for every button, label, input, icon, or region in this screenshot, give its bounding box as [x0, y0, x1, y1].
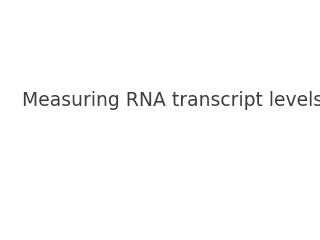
Text: Measuring RNA transcript levels: Measuring RNA transcript levels: [22, 91, 320, 110]
